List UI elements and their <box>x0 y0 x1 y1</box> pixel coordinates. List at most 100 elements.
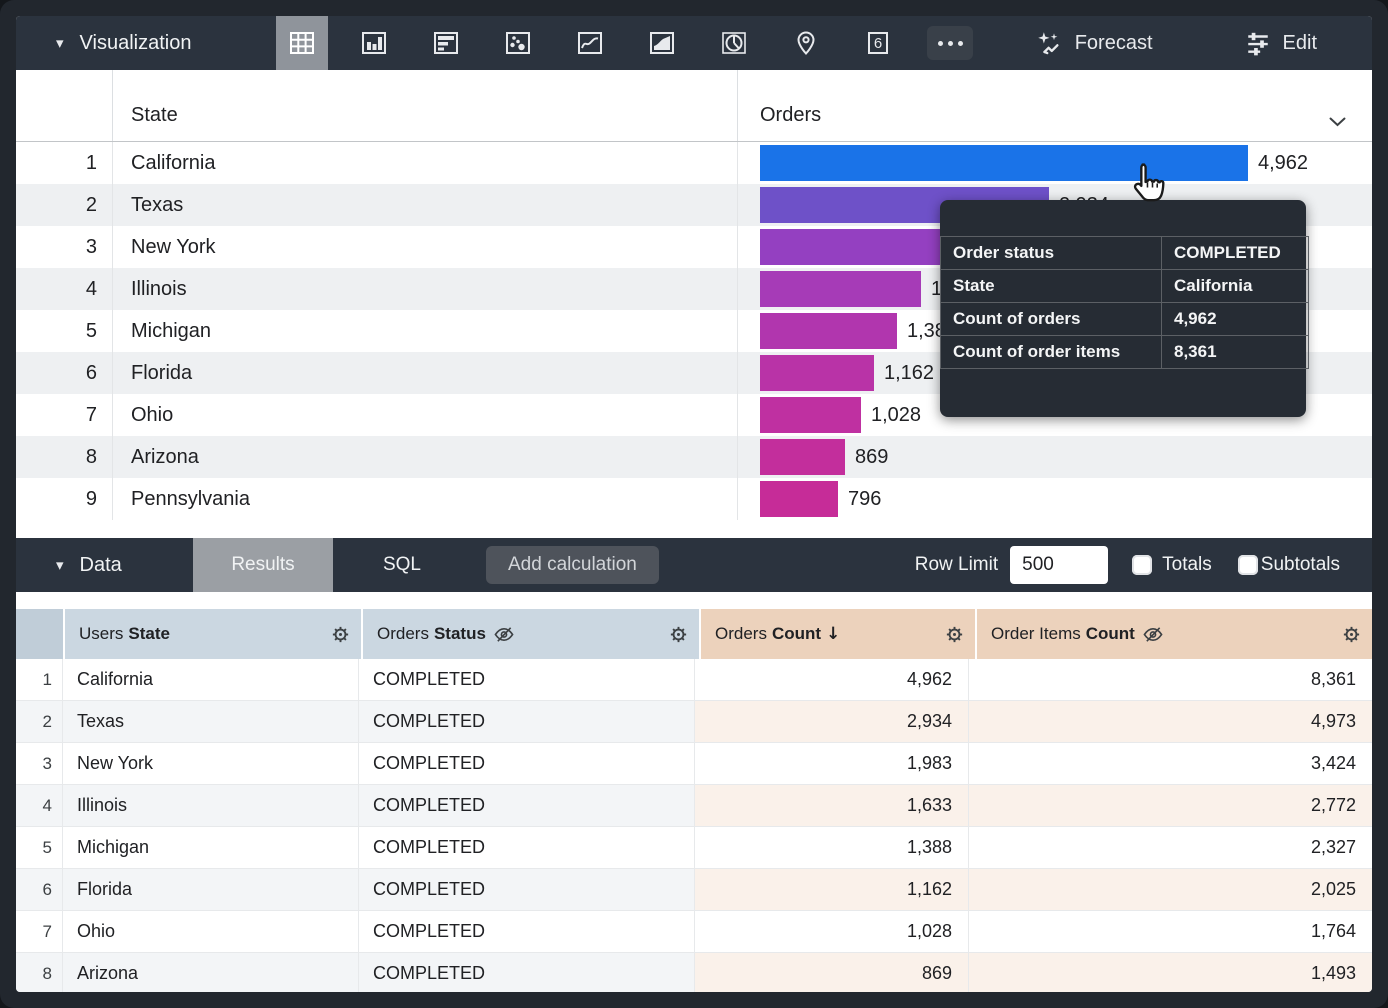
state-cell[interactable]: California <box>63 659 359 701</box>
order-items-count-cell[interactable]: 4,973 <box>969 701 1372 743</box>
visualization-section-toggle[interactable]: ▾ Visualization <box>16 16 276 70</box>
forecast-label: Forecast <box>1074 31 1153 54</box>
orders-count-cell[interactable]: 2,934 <box>695 701 969 743</box>
column-chart-icon[interactable] <box>348 16 400 70</box>
state-cell[interactable]: Illinois <box>63 785 359 827</box>
status-cell[interactable]: COMPLETED <box>359 953 695 992</box>
state-cell[interactable]: Michigan <box>63 827 359 869</box>
viz-orders-header[interactable]: Orders <box>738 70 1372 141</box>
viz-row-number: 5 <box>16 310 113 352</box>
data-section-toggle[interactable]: ▾ Data <box>16 538 193 592</box>
status-cell[interactable]: COMPLETED <box>359 743 695 785</box>
table-chart-icon[interactable] <box>276 16 328 70</box>
single-value-glyph: 6 <box>873 34 883 52</box>
scatter-chart-icon[interactable] <box>492 16 544 70</box>
row-number-cell: 1 <box>16 659 63 701</box>
column-header-orders-status[interactable]: Orders Status <box>363 609 699 659</box>
order-items-count-cell[interactable]: 2,025 <box>969 869 1372 911</box>
single-value-icon[interactable]: 6 <box>852 16 904 70</box>
data-table-header: Users State Orders Status Orders Count ↓ <box>16 609 1372 659</box>
hidden-eye-icon <box>1143 626 1163 642</box>
orders-bar[interactable] <box>760 355 874 391</box>
orders-bar[interactable] <box>760 439 845 475</box>
orders-bar[interactable] <box>760 145 1248 181</box>
orders-count-cell[interactable]: 1,388 <box>695 827 969 869</box>
status-cell[interactable]: COMPLETED <box>359 911 695 953</box>
orders-bar-value: 1,162 <box>884 361 935 384</box>
state-cell[interactable]: Texas <box>63 701 359 743</box>
bar-chart-icon[interactable] <box>420 16 472 70</box>
data-toolbar: ▾ Data Results SQL Add calculation Row L… <box>16 538 1372 592</box>
chevron-down-icon[interactable] <box>1329 117 1346 127</box>
tooltip-label: State <box>940 269 1162 303</box>
order-items-count-cell[interactable]: 2,327 <box>969 827 1372 869</box>
orders-count-cell[interactable]: 1,633 <box>695 785 969 827</box>
row-limit-input[interactable] <box>1010 546 1109 584</box>
status-cell[interactable]: COMPLETED <box>359 659 695 701</box>
gear-icon[interactable] <box>944 624 965 645</box>
state-cell[interactable]: Ohio <box>63 911 359 953</box>
state-cell[interactable]: Florida <box>63 869 359 911</box>
area-chart-icon[interactable] <box>636 16 688 70</box>
gear-icon[interactable] <box>330 624 351 645</box>
order-items-count-cell[interactable]: 3,424 <box>969 743 1372 785</box>
viz-row-state: Florida <box>113 352 738 394</box>
pie-chart-icon[interactable] <box>708 16 760 70</box>
tooltip-value: 4,962 <box>1161 302 1309 336</box>
orders-bar[interactable] <box>760 229 955 265</box>
edit-button[interactable]: Edit <box>1245 16 1372 70</box>
orders-count-cell[interactable]: 869 <box>695 953 969 992</box>
status-cell[interactable]: COMPLETED <box>359 827 695 869</box>
orders-count-cell[interactable]: 1,162 <box>695 869 969 911</box>
orders-bar-value: 796 <box>848 487 882 510</box>
viz-row-state: Illinois <box>113 268 738 310</box>
orders-bar[interactable] <box>760 271 921 307</box>
order-items-count-cell[interactable]: 8,361 <box>969 659 1372 701</box>
order-items-count-cell[interactable]: 1,493 <box>969 953 1372 992</box>
gear-icon[interactable] <box>668 624 689 645</box>
orders-bar[interactable] <box>760 397 861 433</box>
viz-row-number: 1 <box>16 142 113 184</box>
visualization-title: Visualization <box>79 31 192 54</box>
row-limit-label: Row Limit <box>914 554 999 575</box>
viz-table-row: 1 California 4,962 <box>16 142 1372 184</box>
viz-row-number: 3 <box>16 226 113 268</box>
status-cell[interactable]: COMPLETED <box>359 785 695 827</box>
column-header-users-state[interactable]: Users State <box>65 609 361 659</box>
state-cell[interactable]: Arizona <box>63 953 359 992</box>
order-items-count-cell[interactable]: 1,764 <box>969 911 1372 953</box>
orders-bar-value: 4,962 <box>1258 151 1309 174</box>
viz-row-state: Ohio <box>113 394 738 436</box>
status-cell[interactable]: COMPLETED <box>359 701 695 743</box>
edit-label: Edit <box>1282 31 1317 54</box>
orders-count-cell[interactable]: 1,983 <box>695 743 969 785</box>
gear-icon[interactable] <box>1341 624 1362 645</box>
data-table-row: 7 Ohio COMPLETED 1,028 1,764 <box>16 911 1372 953</box>
map-icon[interactable] <box>780 16 832 70</box>
column-header-order-items-count[interactable]: Order Items Count <box>977 609 1372 659</box>
more-icon[interactable] <box>924 16 976 70</box>
caret-down-icon: ▾ <box>56 556 64 574</box>
tab-sql[interactable]: SQL <box>382 554 422 575</box>
line-chart-icon[interactable] <box>564 16 616 70</box>
orders-bar-value: 1,028 <box>871 403 922 426</box>
forecast-button[interactable]: Forecast <box>1036 16 1153 70</box>
viz-row-state: Arizona <box>113 436 738 478</box>
add-calculation-button[interactable]: Add calculation <box>486 546 659 584</box>
state-cell[interactable]: New York <box>63 743 359 785</box>
tooltip-row: Count of orders 4,962 <box>940 302 1309 336</box>
tab-results[interactable]: Results <box>193 538 333 592</box>
orders-count-cell[interactable]: 4,962 <box>695 659 969 701</box>
chart-tooltip: Order status COMPLETED State California … <box>940 200 1309 417</box>
column-header-orders-count[interactable]: Orders Count ↓ <box>701 609 975 659</box>
subtotals-checkbox[interactable] <box>1237 555 1258 575</box>
totals-checkbox[interactable] <box>1132 555 1153 575</box>
subtotals-label: Subtotals <box>1260 554 1340 575</box>
orders-bar[interactable] <box>760 313 897 349</box>
viz-table-row: 3 New York 1,983 <box>16 226 1372 268</box>
status-cell[interactable]: COMPLETED <box>359 869 695 911</box>
order-items-count-cell[interactable]: 2,772 <box>969 785 1372 827</box>
orders-bar[interactable] <box>760 481 838 517</box>
tooltip-table: Order status COMPLETED State California … <box>940 236 1309 369</box>
orders-count-cell[interactable]: 1,028 <box>695 911 969 953</box>
